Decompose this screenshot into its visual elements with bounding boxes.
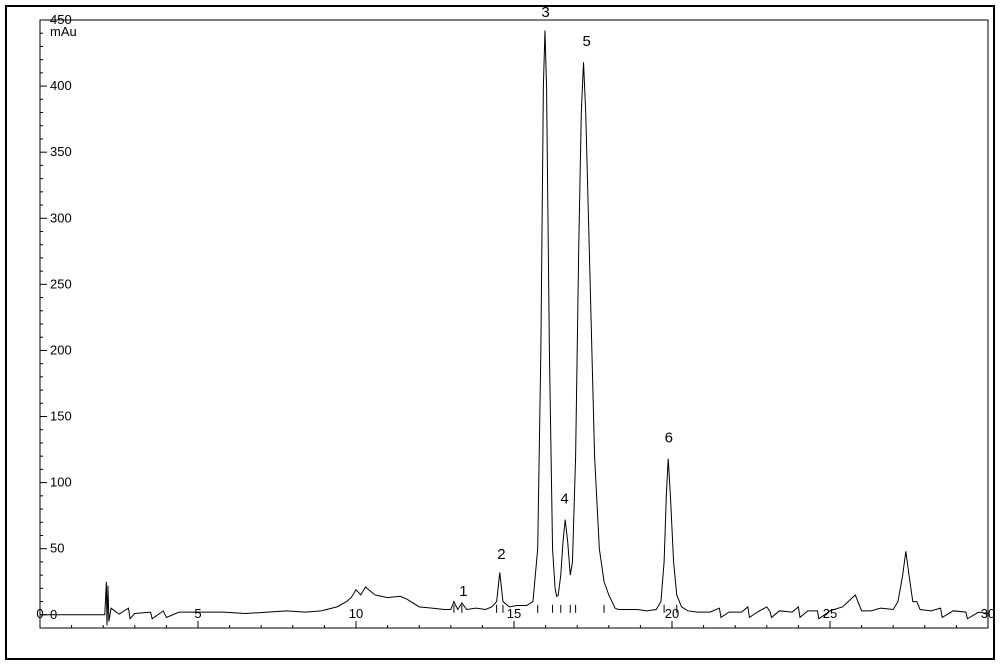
svg-text:6: 6 <box>665 430 673 447</box>
svg-text:50: 50 <box>50 541 64 556</box>
svg-text:200: 200 <box>50 342 72 357</box>
svg-text:100: 100 <box>50 475 72 490</box>
svg-text:0: 0 <box>36 606 43 621</box>
svg-text:250: 250 <box>50 276 72 291</box>
svg-text:10: 10 <box>349 606 363 621</box>
svg-text:300: 300 <box>50 210 72 225</box>
svg-text:25: 25 <box>823 606 837 621</box>
svg-text:mAu: mAu <box>50 24 77 39</box>
chart-svg: 051015202530050100150200250300350400450m… <box>0 0 1000 665</box>
svg-text:30: 30 <box>981 606 995 621</box>
svg-text:4: 4 <box>560 490 568 507</box>
svg-text:3: 3 <box>541 4 549 21</box>
svg-text:150: 150 <box>50 409 72 424</box>
svg-text:2: 2 <box>497 546 505 563</box>
chromatogram-chart: 051015202530050100150200250300350400450m… <box>0 0 1000 665</box>
svg-text:1: 1 <box>459 583 467 600</box>
svg-text:350: 350 <box>50 144 72 159</box>
svg-text:5: 5 <box>583 33 591 50</box>
svg-text:400: 400 <box>50 78 72 93</box>
svg-text:15: 15 <box>507 606 521 621</box>
svg-text:5: 5 <box>194 606 201 621</box>
